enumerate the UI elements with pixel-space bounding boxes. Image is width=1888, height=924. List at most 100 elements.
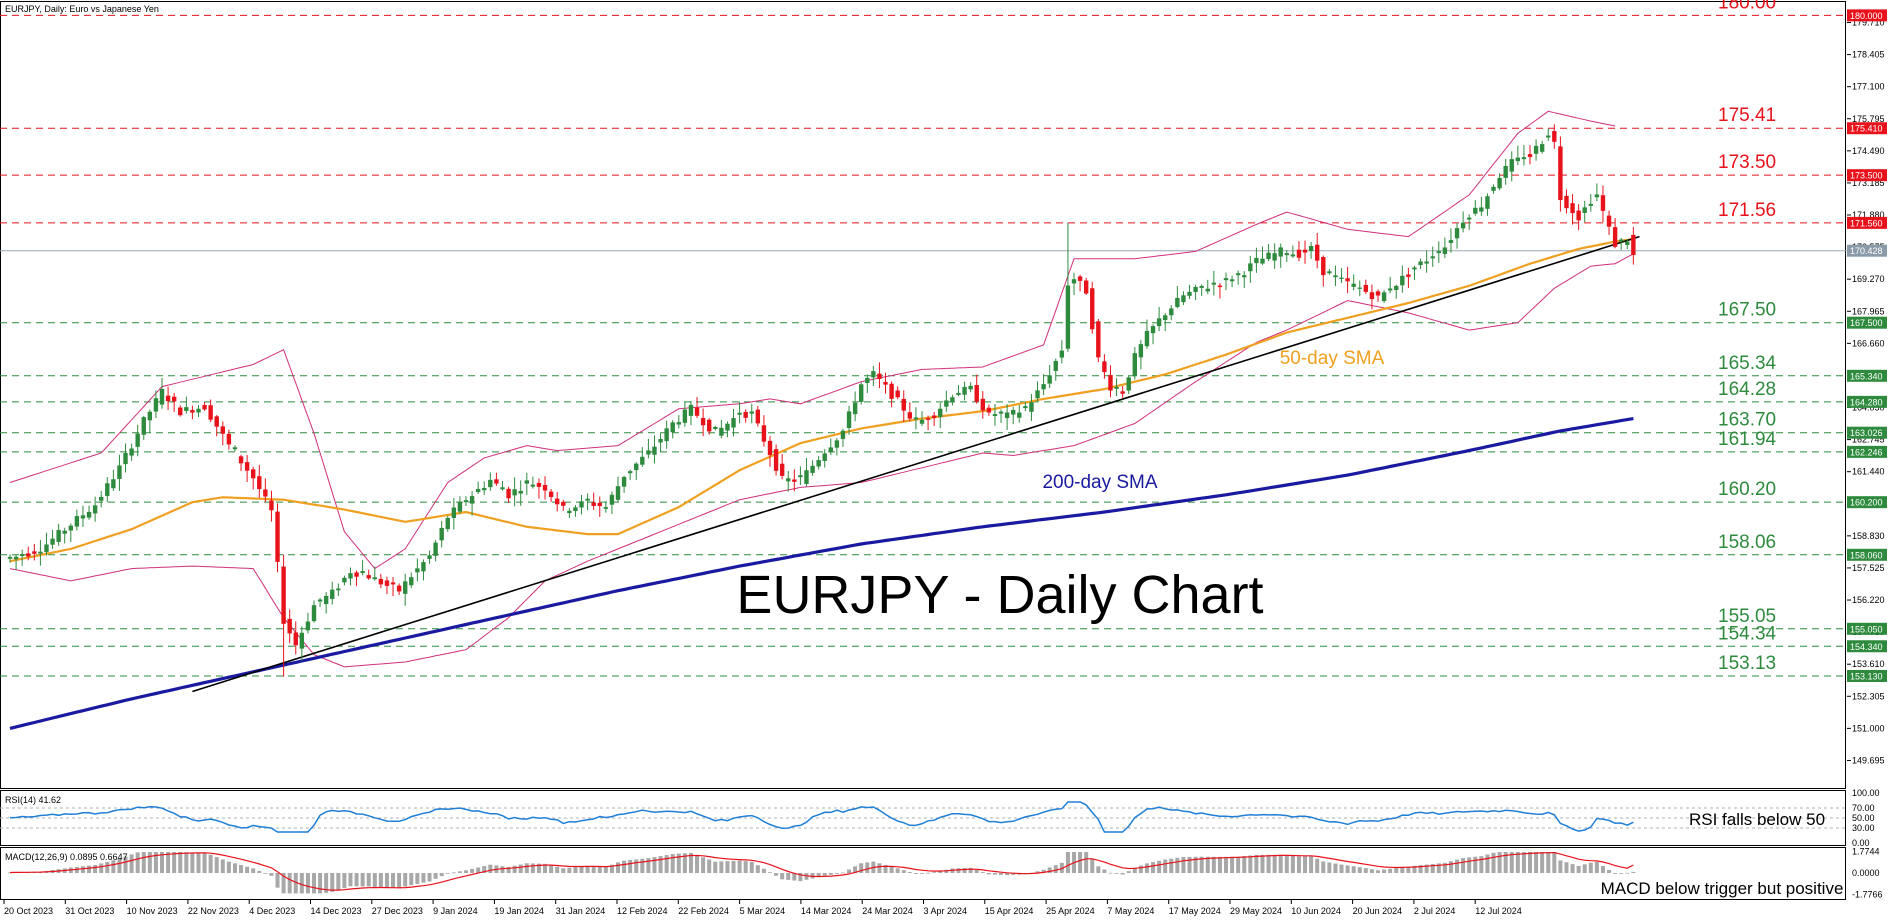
candle-body — [944, 400, 949, 407]
candle-body — [1387, 288, 1393, 291]
candle-body — [445, 517, 450, 530]
macd-histogram-bar — [1205, 856, 1210, 873]
price-tag — [1847, 216, 1887, 229]
candle-body — [184, 407, 189, 411]
macd-histogram-bar — [822, 873, 827, 876]
price-tag — [1847, 445, 1887, 458]
macd-histogram-bar — [585, 865, 590, 873]
macd-histogram-bar — [828, 873, 833, 875]
candle-body — [682, 409, 688, 423]
candle-body — [469, 496, 475, 504]
macd-histogram-bar — [397, 873, 402, 889]
candle-body — [117, 465, 122, 479]
candle-body — [1235, 273, 1241, 276]
candle-body — [378, 578, 384, 585]
candle-body — [1102, 361, 1107, 373]
level-label: 160.20 — [1718, 479, 1776, 500]
candle-body — [755, 409, 761, 424]
macd-histogram-bar — [457, 871, 462, 873]
macd-histogram-bar — [1047, 867, 1052, 873]
rsi-tick-label: 0.00 — [1852, 838, 1870, 848]
candle-body — [1424, 261, 1429, 264]
x-tick-label: 29 May 2024 — [1230, 906, 1282, 916]
macd-histogram-bar — [834, 873, 839, 874]
candle-body — [646, 450, 651, 455]
candle-body — [1619, 239, 1624, 242]
candle-body — [1114, 386, 1119, 389]
candle-body — [1047, 375, 1052, 384]
macd-histogram-bar — [409, 873, 414, 886]
candle-body — [1436, 251, 1441, 254]
macd-histogram-bar — [464, 870, 468, 873]
candle-body — [877, 373, 882, 379]
x-tick-label: 10 Nov 2023 — [127, 906, 178, 916]
candle-body — [731, 418, 736, 428]
candle-body — [1126, 377, 1131, 391]
macd-histogram-bar — [506, 866, 511, 873]
macd-histogram-bar — [737, 860, 742, 873]
macd-histogram-bar — [1613, 873, 1618, 874]
x-tick-label: 12 Feb 2024 — [617, 906, 668, 916]
macd-histogram-bar — [755, 865, 760, 873]
x-tick-label: 20 Jun 2024 — [1353, 906, 1403, 916]
price-tag-label: 154.340 — [1850, 642, 1883, 652]
candle-body — [1497, 177, 1502, 189]
macd-histogram-bar — [1005, 873, 1010, 876]
price-tag — [1847, 426, 1887, 439]
candle-body — [931, 415, 937, 418]
candle-body — [1448, 240, 1454, 243]
candle-body — [810, 465, 815, 473]
price-tag-label: 153.130 — [1850, 672, 1883, 682]
macd-histogram-bar — [482, 866, 487, 873]
macd-histogram-bar — [1619, 873, 1624, 874]
candle-body — [123, 452, 128, 465]
macd-histogram-bar — [731, 860, 736, 873]
candle-body — [360, 571, 365, 574]
macd-histogram-bar — [1309, 855, 1314, 873]
macd-histogram-bar — [749, 861, 754, 873]
macd-histogram-bar — [1418, 865, 1423, 873]
candle-body — [548, 491, 554, 497]
macd-histogram-bar — [1120, 873, 1125, 875]
candle-body — [1017, 412, 1022, 418]
candle-body — [883, 381, 888, 385]
candle-body — [1254, 257, 1259, 264]
macd-histogram-bar — [555, 866, 560, 873]
y-tick-label: 158.830 — [1852, 531, 1885, 541]
price-tag — [1847, 369, 1887, 382]
macd-histogram-bar — [318, 873, 323, 894]
macd-histogram-bar — [652, 857, 657, 873]
macd-histogram-bar — [1175, 857, 1180, 873]
macd-histogram-bar — [433, 873, 438, 879]
macd-histogram-bar — [688, 853, 693, 873]
macd-histogram-bar — [1406, 866, 1411, 873]
candle-body — [1029, 402, 1034, 412]
y-tick-label: 167.965 — [1852, 306, 1885, 316]
candle-body — [1357, 287, 1362, 289]
candle-body — [986, 407, 992, 413]
candle-body — [1211, 282, 1217, 285]
candle-body — [390, 582, 396, 585]
macd-histogram-bar — [1217, 856, 1222, 873]
y-tick-label: 161.440 — [1852, 467, 1885, 477]
macd-histogram-bar — [597, 866, 602, 873]
candle-body — [1558, 146, 1563, 201]
candle-body — [44, 544, 49, 553]
rsi-line — [9, 801, 1634, 833]
y-tick-label: 179.710 — [1852, 18, 1885, 28]
macd-histogram-bar — [281, 873, 286, 894]
macd-histogram-bar — [1327, 862, 1332, 873]
candle-body — [798, 475, 803, 478]
x-tick-label: 7 May 2024 — [1107, 906, 1154, 916]
candle-body — [506, 488, 511, 499]
macd-histogram-bar — [901, 870, 906, 873]
macd-histogram-bar — [1224, 856, 1228, 873]
macd-histogram-bar — [1570, 864, 1575, 873]
rsi-tick-label: 50.00 — [1852, 813, 1875, 823]
macd-histogram-bar — [1363, 868, 1368, 873]
main-price-panel — [0, 1, 1846, 789]
macd-histogram-bar — [129, 854, 134, 873]
candle-body — [737, 412, 742, 415]
candle-body — [178, 407, 183, 416]
macd-histogram-bar — [1102, 869, 1107, 873]
